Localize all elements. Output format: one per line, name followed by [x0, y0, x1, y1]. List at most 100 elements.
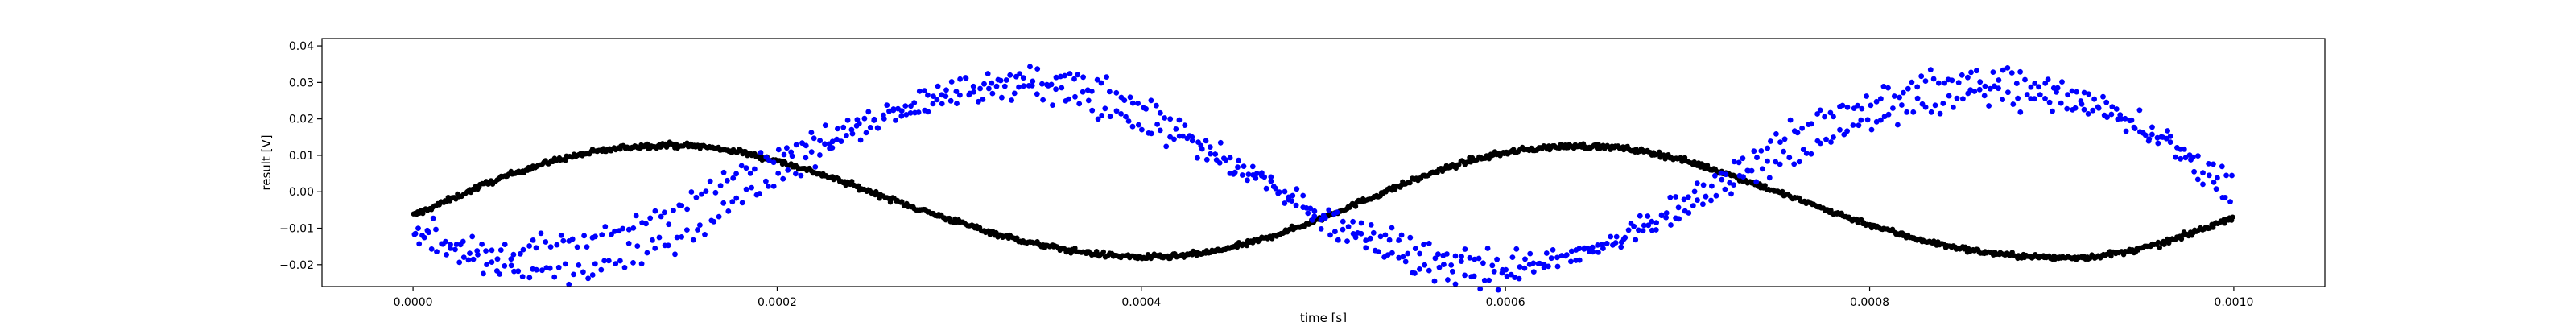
- data-point: [551, 274, 558, 280]
- data-point: [780, 175, 786, 182]
- data-point: [1996, 77, 2002, 83]
- data-point: [808, 149, 815, 155]
- data-point: [1773, 131, 1779, 137]
- data-point: [1960, 96, 1966, 102]
- data-point: [1803, 151, 1810, 156]
- data-point: [725, 208, 732, 214]
- data-point: [954, 101, 960, 106]
- data-point: [1363, 237, 1369, 243]
- data-point: [1937, 110, 1943, 117]
- data-point: [2085, 111, 2091, 117]
- data-point: [716, 213, 722, 220]
- data-point: [907, 110, 914, 116]
- data-point: [1382, 232, 1389, 238]
- data-point: [702, 232, 708, 237]
- data-point: [899, 199, 905, 204]
- x-tick-label: 0.0006: [1486, 296, 1525, 309]
- data-point: [2195, 153, 2201, 159]
- data-point: [684, 227, 690, 233]
- data-point: [2191, 168, 2198, 175]
- data-point: [2074, 89, 2080, 95]
- data-point: [948, 79, 955, 85]
- data-point: [1125, 118, 1132, 124]
- data-point: [1909, 79, 1915, 85]
- data-point: [766, 183, 771, 189]
- data-point: [2131, 124, 2137, 130]
- data-point: [1831, 114, 1836, 120]
- x-axis-label: time [s]: [1300, 311, 1347, 322]
- data-point: [1718, 170, 1724, 176]
- data-point: [1855, 102, 1861, 109]
- data-point: [1786, 155, 1793, 161]
- data-point: [1400, 254, 1406, 260]
- data-point: [953, 89, 960, 94]
- data-point: [658, 213, 664, 220]
- data-point: [1932, 102, 1938, 109]
- data-point: [849, 130, 856, 137]
- data-point: [569, 236, 576, 242]
- y-axis-label: result [V]: [259, 134, 274, 190]
- data-point: [684, 206, 690, 213]
- data-point: [1486, 277, 1492, 283]
- data-point: [2069, 88, 2075, 94]
- data-point: [743, 165, 749, 171]
- data-point: [922, 88, 927, 93]
- data-point: [625, 241, 632, 246]
- data-point: [1484, 246, 1491, 251]
- data-point: [1637, 213, 1643, 219]
- data-point: [547, 244, 554, 250]
- data-point: [1748, 167, 1755, 174]
- data-point: [829, 138, 836, 145]
- data-point: [1831, 134, 1836, 140]
- data-point: [434, 249, 440, 254]
- data-point: [672, 251, 678, 258]
- data-point: [1011, 90, 1018, 97]
- plot-frame: [321, 38, 2326, 287]
- data-point: [1396, 254, 1402, 261]
- data-point: [1839, 102, 1846, 109]
- data-point: [1509, 254, 1516, 260]
- data-point: [555, 264, 562, 270]
- data-point: [630, 225, 637, 231]
- data-point: [497, 247, 504, 253]
- data-point: [1345, 224, 1352, 229]
- data-point: [1104, 74, 1109, 80]
- data-point: [1641, 222, 1647, 229]
- data-point: [666, 221, 672, 228]
- data-point: [533, 245, 539, 251]
- data-point: [1118, 111, 1124, 117]
- data-point: [1311, 213, 1318, 220]
- data-point: [2028, 84, 2034, 90]
- data-point: [1458, 258, 1464, 264]
- data-point: [1016, 84, 1022, 90]
- data-point: [1396, 237, 1402, 243]
- data-point: [1631, 223, 1637, 229]
- data-point: [1352, 234, 1359, 241]
- data-point: [957, 76, 963, 82]
- data-point: [1335, 237, 1341, 243]
- data-point: [1027, 64, 1033, 70]
- data-point: [1148, 130, 1154, 137]
- data-point: [1234, 244, 1241, 250]
- data-point: [2050, 85, 2057, 91]
- data-point: [652, 246, 658, 251]
- data-point: [2100, 93, 2106, 100]
- data-point: [1223, 157, 1229, 163]
- data-point: [766, 157, 772, 163]
- data-point: [1796, 159, 1802, 165]
- data-point: [1412, 246, 1418, 251]
- data-point: [1001, 83, 1008, 89]
- data-point: [2206, 172, 2212, 179]
- data-point: [1030, 78, 1036, 85]
- data-point: [1389, 225, 1395, 231]
- data-point: [1695, 197, 1700, 204]
- data-point: [739, 200, 745, 206]
- data-point: [881, 116, 887, 122]
- data-point: [1358, 220, 1364, 226]
- data-point: [1546, 263, 1551, 270]
- data-point: [970, 83, 976, 89]
- y-tick-label: 0.03: [289, 76, 314, 89]
- data-point: [1791, 161, 1798, 167]
- data-point: [986, 85, 992, 92]
